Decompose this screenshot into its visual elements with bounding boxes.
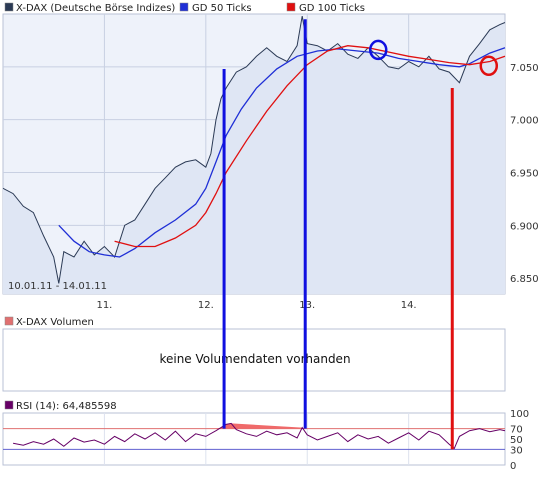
legend-label-gd100: GD 100 Ticks [299,3,365,14]
price-series-lines [2,16,506,284]
annotations [222,19,499,450]
rsi-legend-label: RSI (14): 64,485598 [16,401,117,412]
rsi-y-tick: 0 [510,461,516,472]
annotation-circle [368,39,388,61]
price-x-tick: 13. [299,300,315,311]
volume-legend-swatch [4,316,14,326]
rsi-plot-area [2,412,506,466]
rsi-line [13,422,506,450]
price-series-line-2 [114,45,506,248]
rsi-y-tick: 30 [510,445,523,456]
volume-panel: X-DAX Volumen keine Volumendaten vorhand… [2,316,506,392]
volume-no-data-note: keine Volumendaten vorhanden [159,352,350,366]
price-x-tick: 14. [401,300,417,311]
rsi-legend-swatch [4,400,14,410]
price-legend: X-DAX (Deutsche Börse Indizes) GD 50 Tic… [4,2,365,14]
legend-label-xdax: X-DAX (Deutsche Börse Indizes) [16,3,175,14]
price-y-tick: 6.900 [510,221,539,232]
price-series-line-0 [2,16,506,284]
rsi-overbought-fill [216,423,308,429]
price-area-fill [3,16,505,294]
price-x-tick: 11. [96,300,112,311]
price-panel: X-DAX (Deutsche Börse Indizes) GD 50 Tic… [2,0,539,311]
price-y-tick-labels: 6.850 6.900 6.950 7.000 7.050 [510,63,539,285]
price-y-tick: 6.950 [510,168,539,179]
volume-plot-area [2,328,506,392]
legend-swatch-gd50 [179,2,189,12]
price-x-tick: 12. [198,300,214,311]
price-y-tick: 7.050 [510,63,539,74]
legend-swatch-xdax [4,2,14,12]
legend-swatch-gd100 [286,2,296,12]
rsi-y-tick: 100 [510,409,529,420]
price-series-line-1 [58,47,506,258]
rsi-y-tick: 50 [510,435,523,446]
rsi-series-line [13,422,506,450]
volume-legend-label: X-DAX Volumen [16,317,94,328]
price-y-tick: 6.850 [510,274,539,285]
rsi-gridlines [103,413,410,465]
price-x-tick-labels: 11. 12. 13. 14. [96,300,416,311]
date-range-label: 10.01.11 - 14.01.11 [8,281,107,292]
rsi-y-tick: 70 [510,425,523,436]
legend-label-gd50: GD 50 Ticks [192,3,252,14]
price-legend-bar [3,0,505,13]
price-y-tick: 7.000 [510,116,539,127]
annotation-circle [479,55,499,77]
